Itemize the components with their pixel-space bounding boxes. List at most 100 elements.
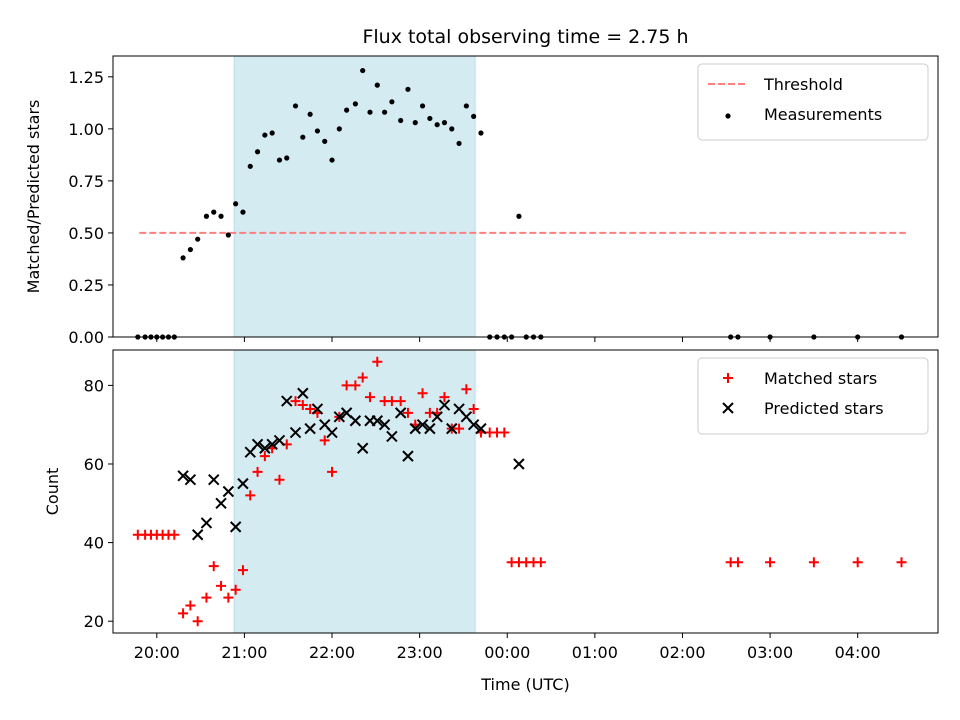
y-axis-label: Count: [43, 468, 62, 516]
data-point: [461, 384, 472, 395]
data-point: [467, 418, 480, 431]
data-point: [356, 442, 369, 454]
data-point: [326, 426, 338, 439]
data-point: [394, 407, 407, 419]
data-point: [364, 392, 375, 403]
data-point: [896, 557, 907, 568]
data-point: [352, 101, 358, 107]
data-point: [344, 107, 350, 113]
data-point: [535, 557, 546, 568]
data-point: [218, 213, 224, 219]
legend: Threshold Measurements: [697, 63, 929, 141]
data-point: [169, 529, 180, 540]
data-point: [374, 82, 380, 88]
data-point: [274, 474, 285, 485]
data-point: [237, 477, 249, 490]
data-point: [389, 99, 395, 105]
data-point: [191, 529, 204, 541]
data-point: [292, 103, 299, 109]
data-point: [765, 557, 776, 568]
data-point: [441, 120, 448, 126]
x-tick-label: 04:00: [835, 643, 881, 662]
data-point: [478, 130, 484, 136]
y-tick-label: 80: [84, 376, 104, 395]
data-point: [223, 592, 234, 603]
data-point: [307, 111, 313, 117]
data-point: [357, 372, 368, 383]
data-point: [187, 246, 193, 253]
data-point: [371, 415, 383, 427]
data-point: [251, 438, 264, 451]
data-point: [431, 411, 443, 423]
data-point: [367, 109, 373, 115]
legend-label: Measurements: [764, 105, 882, 124]
data-point: [319, 435, 330, 446]
data-point: [516, 213, 522, 219]
data-point: [311, 403, 324, 415]
data-point: [405, 86, 411, 92]
top-panel: 0.00 0.25 0.50 0.75 1.00 1.25 Flux total obser…: [24, 26, 939, 347]
data-point: [446, 422, 458, 435]
data-point: [269, 130, 275, 136]
data-point: [273, 434, 286, 447]
y-tick-label: 0.00: [68, 328, 104, 347]
data-point: [211, 209, 217, 215]
data-point: [305, 403, 316, 414]
data-point: [381, 109, 388, 115]
data-point: [349, 415, 362, 427]
data-point: [416, 418, 429, 431]
observing-interval-span: [233, 55, 476, 338]
data-point: [178, 608, 189, 619]
data-point: [252, 466, 263, 477]
data-point: [262, 132, 268, 138]
data-point: [230, 584, 241, 595]
data-point: [333, 411, 346, 423]
data-point: [284, 155, 290, 161]
y-tick-label: 1.00: [68, 120, 104, 139]
data-point: [177, 470, 189, 482]
data-point: [499, 427, 510, 438]
data-point: [289, 426, 302, 439]
data-point: [233, 201, 239, 207]
y-tick-label: 40: [84, 534, 104, 553]
data-point: [454, 423, 465, 434]
data-point: [180, 255, 186, 261]
x-tick-label: 20:00: [134, 643, 180, 662]
x-tick-label: 02:00: [659, 643, 705, 662]
data-point: [240, 209, 246, 215]
data-point: [395, 396, 406, 407]
data-point: [329, 157, 335, 163]
series-matched-stars: [132, 356, 907, 627]
x-tick-label: 22:00: [309, 643, 355, 662]
axes-frame: [112, 349, 939, 634]
data-point: [439, 392, 450, 403]
data-point: [475, 422, 487, 435]
x-tick-label: 01:00: [572, 643, 618, 662]
data-point: [386, 430, 398, 443]
data-point: [341, 380, 352, 391]
y-tick-label: 60: [84, 455, 104, 474]
data-point: [200, 517, 213, 529]
data-point: [438, 399, 451, 411]
data-point: [259, 451, 270, 462]
data-point: [245, 490, 256, 501]
legend-label: Predicted stars: [764, 399, 884, 418]
data-point: [195, 236, 201, 242]
legend: Matched stars Predicted stars: [697, 357, 929, 435]
data-point: [471, 113, 477, 119]
y-tick-label: 0.75: [68, 172, 104, 191]
data-point: [254, 149, 261, 155]
data-point: [297, 387, 309, 399]
data-point: [201, 592, 212, 603]
x-tick-label: 00:00: [484, 643, 530, 662]
y-tick-label: 0.25: [68, 276, 104, 295]
data-point: [336, 126, 342, 132]
data-point: [398, 117, 404, 124]
data-point: [417, 388, 428, 399]
data-point: [184, 474, 197, 486]
data-point: [208, 474, 220, 486]
data-point: [266, 438, 278, 451]
data-point: [247, 163, 253, 169]
data-point: [463, 103, 469, 109]
